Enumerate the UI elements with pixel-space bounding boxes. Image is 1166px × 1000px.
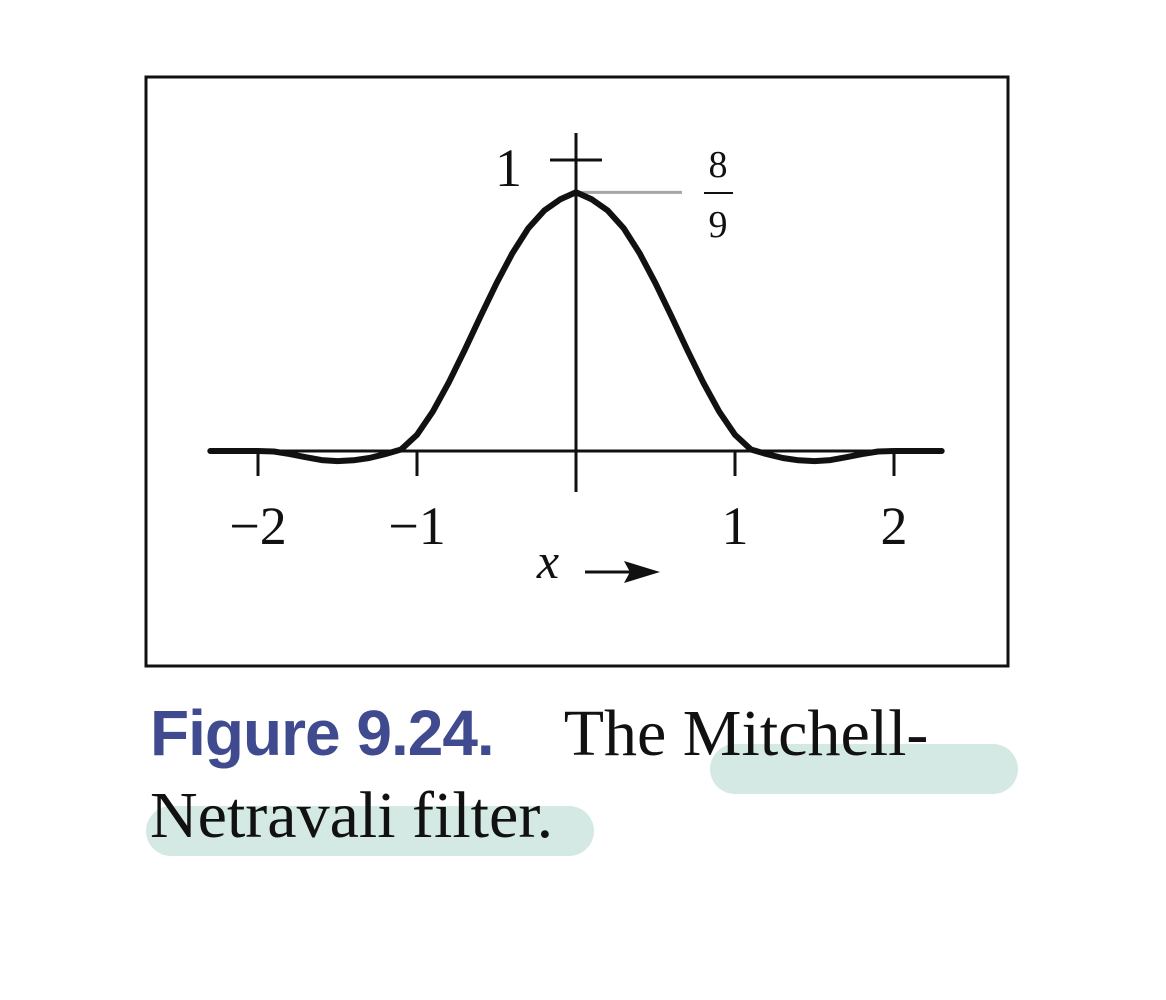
x-tick-label: 2 — [881, 496, 908, 556]
chart-frame — [144, 75, 1010, 668]
caption-text-line-1: The Mitchell- — [563, 697, 929, 770]
figure-caption: Figure 9.24. The Mitchell- Netravali filt… — [146, 696, 1050, 860]
caption-text-line-2: Netravali filter. — [150, 779, 554, 852]
caption-figure-label: Figure 9.24. — [150, 697, 495, 769]
caption-highlight-2 — [146, 806, 594, 856]
x-tick-label: −2 — [229, 496, 286, 556]
x-tick-label: 1 — [722, 496, 749, 556]
caption-line-2: Netravali filter. — [146, 778, 1050, 860]
annotation-denominator: 9 — [709, 204, 728, 246]
annotation-numerator: 8 — [709, 144, 728, 186]
plot-area: −2 −1 1 2 1 8 9 x — [207, 133, 945, 589]
x-tick-label: −1 — [388, 496, 445, 556]
y-tick-label: 1 — [495, 138, 522, 198]
caption-line-1: Figure 9.24. The Mitchell- — [150, 696, 1050, 794]
x-axis-label: x — [536, 533, 559, 589]
filter-curve — [207, 189, 945, 465]
x-axis-arrow-head — [624, 561, 660, 583]
caption-highlight-1 — [710, 744, 1018, 794]
